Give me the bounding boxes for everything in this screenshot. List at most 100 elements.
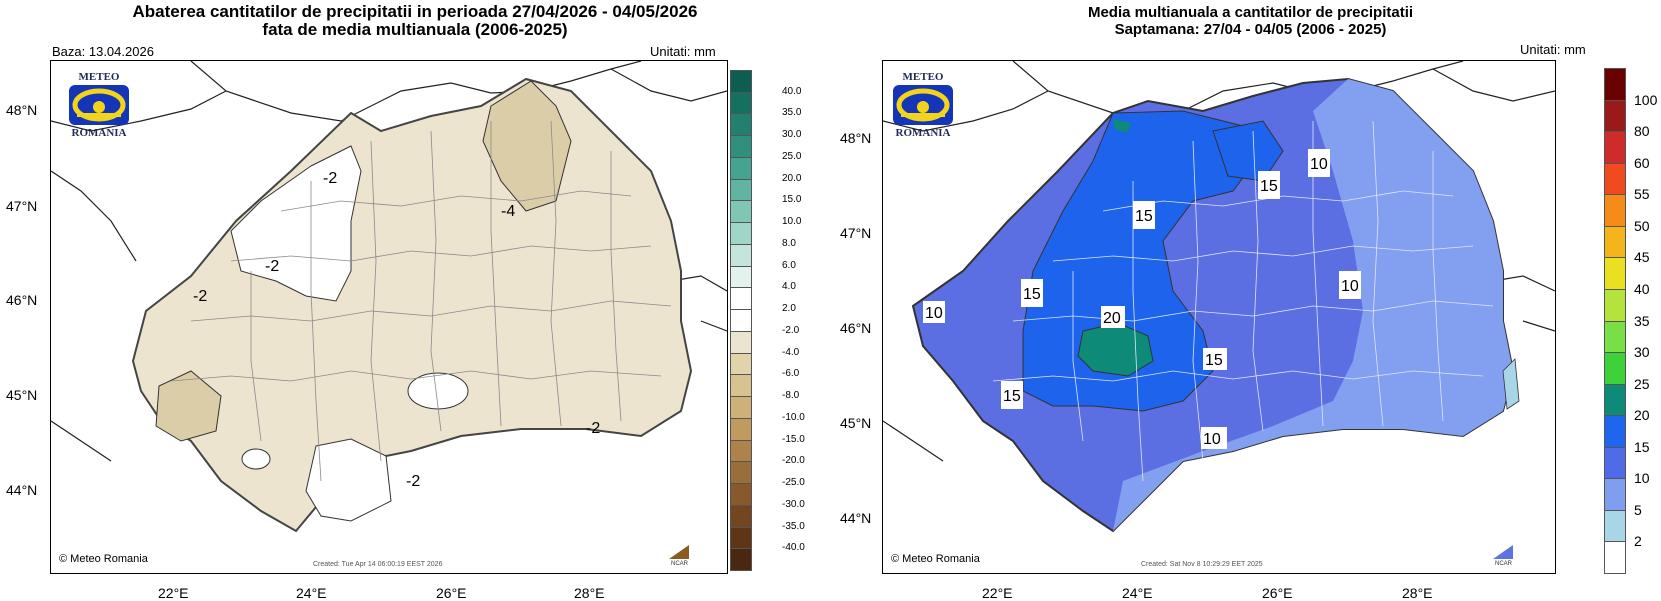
- colorbar-cell: [730, 113, 752, 137]
- contour-label: 15: [1260, 178, 1278, 195]
- colorbar-cell: [1604, 131, 1626, 164]
- lon-label: 26°E: [436, 585, 467, 601]
- colorbar-label: 35.0: [782, 107, 802, 119]
- colorbar-label: 10.0: [782, 216, 802, 228]
- colorbar-cell: [1604, 162, 1626, 196]
- colorbar-cell: [730, 200, 752, 224]
- colorbar-cell: [1604, 320, 1626, 354]
- climatology-title-line2: Saptamana: 27/04 - 04/05 (2006 - 2025): [1114, 21, 1387, 38]
- lon-label: 26°E: [1262, 585, 1293, 601]
- colorbar-label: -15.0: [782, 433, 805, 445]
- contour-label: 10: [925, 305, 943, 322]
- colorbar-label: 40: [1634, 280, 1650, 297]
- contour-label: 10: [1310, 156, 1328, 173]
- colorbar-cell: [730, 222, 752, 245]
- colorbar-label: 55: [1634, 186, 1650, 203]
- colorbar-label: -4.0: [782, 346, 800, 358]
- colorbar-cell: [1604, 99, 1626, 133]
- colorbar-label: 8.0: [782, 237, 796, 249]
- colorbar-label: 2.0: [782, 303, 796, 315]
- units-label: Unitati: mm: [1520, 42, 1586, 57]
- colorbar-label: 50: [1634, 217, 1650, 234]
- colorbar-cell: [730, 135, 752, 158]
- colorbar-label: 40.0: [782, 85, 802, 97]
- base-date: Baza: 13.04.2026: [52, 44, 154, 59]
- colorbar-label: 2: [1634, 533, 1642, 550]
- colorbar-label: -40.0: [782, 542, 805, 554]
- colorbar-cell: [1604, 383, 1626, 417]
- colorbar-label: 15.0: [782, 194, 802, 206]
- lat-label: 46°N: [6, 292, 38, 308]
- anomaly-title-line1: Abaterea cantitatilor de precipitatii in…: [132, 2, 698, 21]
- colorbar-cell: [730, 330, 752, 354]
- colorbar-label: 4.0: [782, 281, 796, 293]
- colorbar-label: 20: [1634, 407, 1650, 424]
- colorbar-label: 80: [1634, 123, 1650, 140]
- colorbar-cell: [1604, 225, 1626, 259]
- units-label: Unitati: mm: [650, 44, 716, 59]
- lon-label: 24°E: [1122, 585, 1153, 601]
- contour-label: 15: [1205, 352, 1223, 369]
- colorbar-label: 20.0: [782, 172, 802, 184]
- colorbar-cell: [1604, 288, 1626, 322]
- colorbar-label: 35: [1634, 312, 1650, 329]
- colorbar-label: -30.0: [782, 498, 805, 510]
- lat-label: 45°N: [840, 415, 872, 431]
- ncar-label: NCAR: [1495, 561, 1513, 567]
- colorbar-label: -6.0: [782, 368, 800, 380]
- contour-label: 10: [1341, 278, 1359, 295]
- lat-label: 44°N: [6, 482, 38, 498]
- colorbar-label: -20.0: [782, 455, 805, 467]
- colorbar-cell: [730, 309, 752, 332]
- lat-label: 47°N: [6, 198, 38, 214]
- contour-label: -4: [501, 203, 515, 220]
- contour-label: -2: [323, 170, 337, 187]
- colorbar-cell: [730, 70, 752, 93]
- climatology-map-panel: Media multianuala a cantitatilor de prec…: [840, 0, 1661, 601]
- contour-label: 20: [1103, 310, 1121, 327]
- contour-label: 10: [1203, 431, 1221, 448]
- colorbar-label: -8.0: [782, 390, 800, 402]
- lon-label: 28°E: [1402, 585, 1433, 601]
- contour-label: 15: [1023, 286, 1041, 303]
- colorbar-label: 25.0: [782, 150, 802, 162]
- climatology-title-line1: Media multianuala a cantitatilor de prec…: [1087, 4, 1414, 21]
- created-timestamp: Created: Sat Nov 8 10:29:29 EET 2025: [1141, 561, 1263, 568]
- copyright: © Meteo Romania: [59, 553, 148, 565]
- colorbar-cell: [1604, 352, 1626, 385]
- colorbar-label: 25: [1634, 375, 1650, 392]
- climatology-map: 15 15 10 15 10 10 20 15 15 10: [882, 60, 1556, 574]
- contour-label: -2: [193, 288, 207, 305]
- lat-label: 44°N: [840, 510, 872, 526]
- anomaly-map: -2 -4 -2 -2 -2 -2 METEO ROMANIA © Meteo …: [50, 60, 728, 574]
- lat-label: 48°N: [6, 102, 38, 118]
- colorbar-cell: [730, 439, 752, 463]
- contour-label: -2: [265, 258, 279, 275]
- ncar-logo: [669, 545, 689, 559]
- colorbar-label: 5: [1634, 501, 1642, 518]
- colorbar-cell: [1604, 257, 1626, 290]
- colorbar-cell: [1604, 68, 1626, 101]
- contour-label: 15: [1135, 208, 1153, 225]
- colorbar-cell: [1604, 446, 1626, 480]
- lon-label: 22°E: [982, 585, 1013, 601]
- colorbar-label: 30.0: [782, 129, 802, 141]
- colorbar-label: 10: [1634, 470, 1650, 487]
- lon-label: 28°E: [574, 585, 605, 601]
- colorbar-cell: [730, 548, 752, 571]
- anomaly-colorbar: 40.0 35.0 30.0 25.0 20.0 15.0 10.0 8.0 6.0 4.0 2.0…: [730, 70, 834, 571]
- colorbar-cell: [730, 461, 752, 485]
- colorbar-cell: [1604, 541, 1626, 574]
- lon-label: 24°E: [296, 585, 327, 601]
- colorbar-cell: [1604, 478, 1626, 511]
- climatology-colorbar: 100 80 60 55 50 45 40 35 30 25 20 15 10 5 2: [1604, 68, 1660, 574]
- colorbar-label: 100: [1634, 91, 1658, 108]
- colorbar-cell: [730, 178, 752, 202]
- contour-label: -2: [586, 420, 600, 437]
- meteo-romania-logo: METEO ROMANIA: [63, 71, 135, 139]
- colorbar-cell: [730, 417, 752, 441]
- created-timestamp: Created: Tue Apr 14 06:00:19 EEST 2026: [313, 561, 443, 568]
- lat-label: 45°N: [6, 387, 38, 403]
- colorbar-label: -25.0: [782, 477, 805, 489]
- anomaly-map-panel: Abaterea cantitatilor de precipitatii in…: [0, 0, 830, 601]
